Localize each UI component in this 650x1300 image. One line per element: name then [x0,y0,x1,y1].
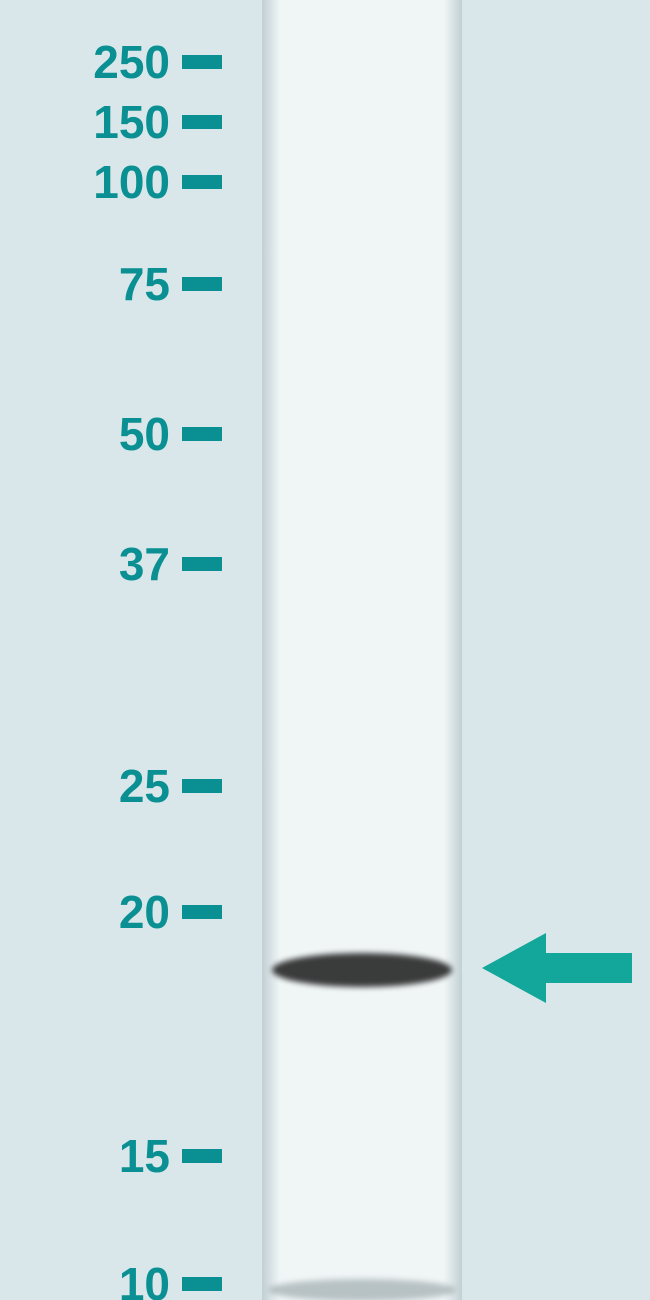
arrow-head-icon [482,933,546,1003]
arrow-shaft [546,953,632,983]
western-blot-figure: 25015010075503725201510 [0,0,650,1300]
band-indicator-arrow [0,0,650,1300]
